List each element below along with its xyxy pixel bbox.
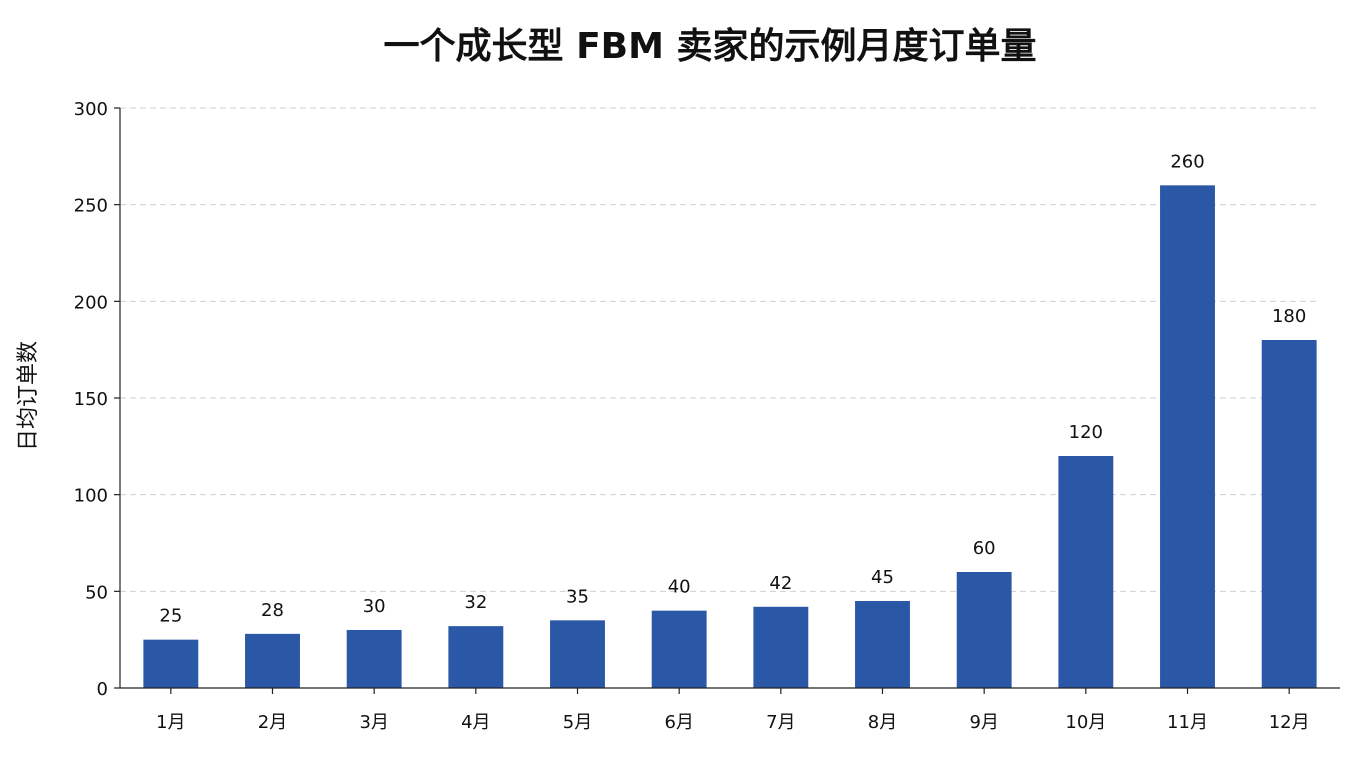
bar — [956, 572, 1012, 688]
x-tick-label: 8月 — [868, 712, 897, 733]
data-label: 40 — [668, 577, 691, 598]
y-tick-label: 200 — [74, 292, 108, 313]
bars — [143, 185, 1317, 689]
x-tick-label: 4月 — [461, 712, 490, 733]
x-tick-label: 12月 — [1269, 712, 1310, 733]
x-ticks: 1月 2月 3月 4月 5月 6月 7月 8月 9月 10月 11月 12月 — [156, 688, 1310, 733]
bar — [753, 606, 809, 688]
bar — [245, 633, 300, 688]
y-axis-label: 日均订单数 — [16, 341, 41, 451]
bar — [1160, 185, 1215, 689]
x-tick-label: 6月 — [664, 712, 693, 733]
y-tick-label: 50 — [85, 582, 108, 603]
data-label: 260 — [1170, 151, 1204, 172]
bar — [1261, 340, 1317, 688]
bar — [550, 620, 605, 688]
data-label: 120 — [1069, 422, 1103, 443]
data-label: 45 — [871, 567, 894, 588]
bar — [651, 610, 707, 688]
x-tick-label: 11月 — [1167, 712, 1208, 733]
bar — [448, 626, 504, 688]
data-label: 60 — [973, 538, 996, 559]
y-ticks: 0 50 100 150 200 250 300 — [74, 99, 120, 700]
x-tick-label: 5月 — [563, 712, 592, 733]
x-tick-label: 2月 — [258, 712, 287, 733]
data-label: 28 — [261, 600, 284, 621]
x-tick-label: 1月 — [156, 712, 185, 733]
data-label: 32 — [464, 592, 487, 613]
data-label: 42 — [769, 573, 792, 594]
bar — [855, 601, 910, 688]
x-tick-label: 7月 — [766, 712, 795, 733]
bar — [143, 639, 199, 688]
x-tick-label: 3月 — [359, 712, 388, 733]
y-tick-label: 100 — [74, 486, 108, 507]
x-tick-label: 10月 — [1065, 712, 1106, 733]
y-tick-label: 0 — [97, 679, 108, 700]
bar — [1058, 456, 1114, 688]
data-label: 25 — [159, 606, 182, 627]
y-tick-label: 250 — [74, 196, 108, 217]
bar — [346, 630, 402, 688]
y-tick-label: 150 — [74, 389, 108, 410]
chart-title: 一个成长型 FBM 卖家的示例月度订单量 — [384, 26, 1037, 67]
x-tick-label: 9月 — [969, 712, 998, 733]
grid-lines — [120, 107, 1320, 592]
data-label: 180 — [1272, 306, 1306, 327]
y-tick-label: 300 — [74, 99, 108, 120]
data-label: 35 — [566, 586, 589, 607]
data-labels: 25 28 30 32 35 40 42 45 60 120 260 180 — [159, 151, 1306, 626]
data-label: 30 — [363, 596, 386, 617]
